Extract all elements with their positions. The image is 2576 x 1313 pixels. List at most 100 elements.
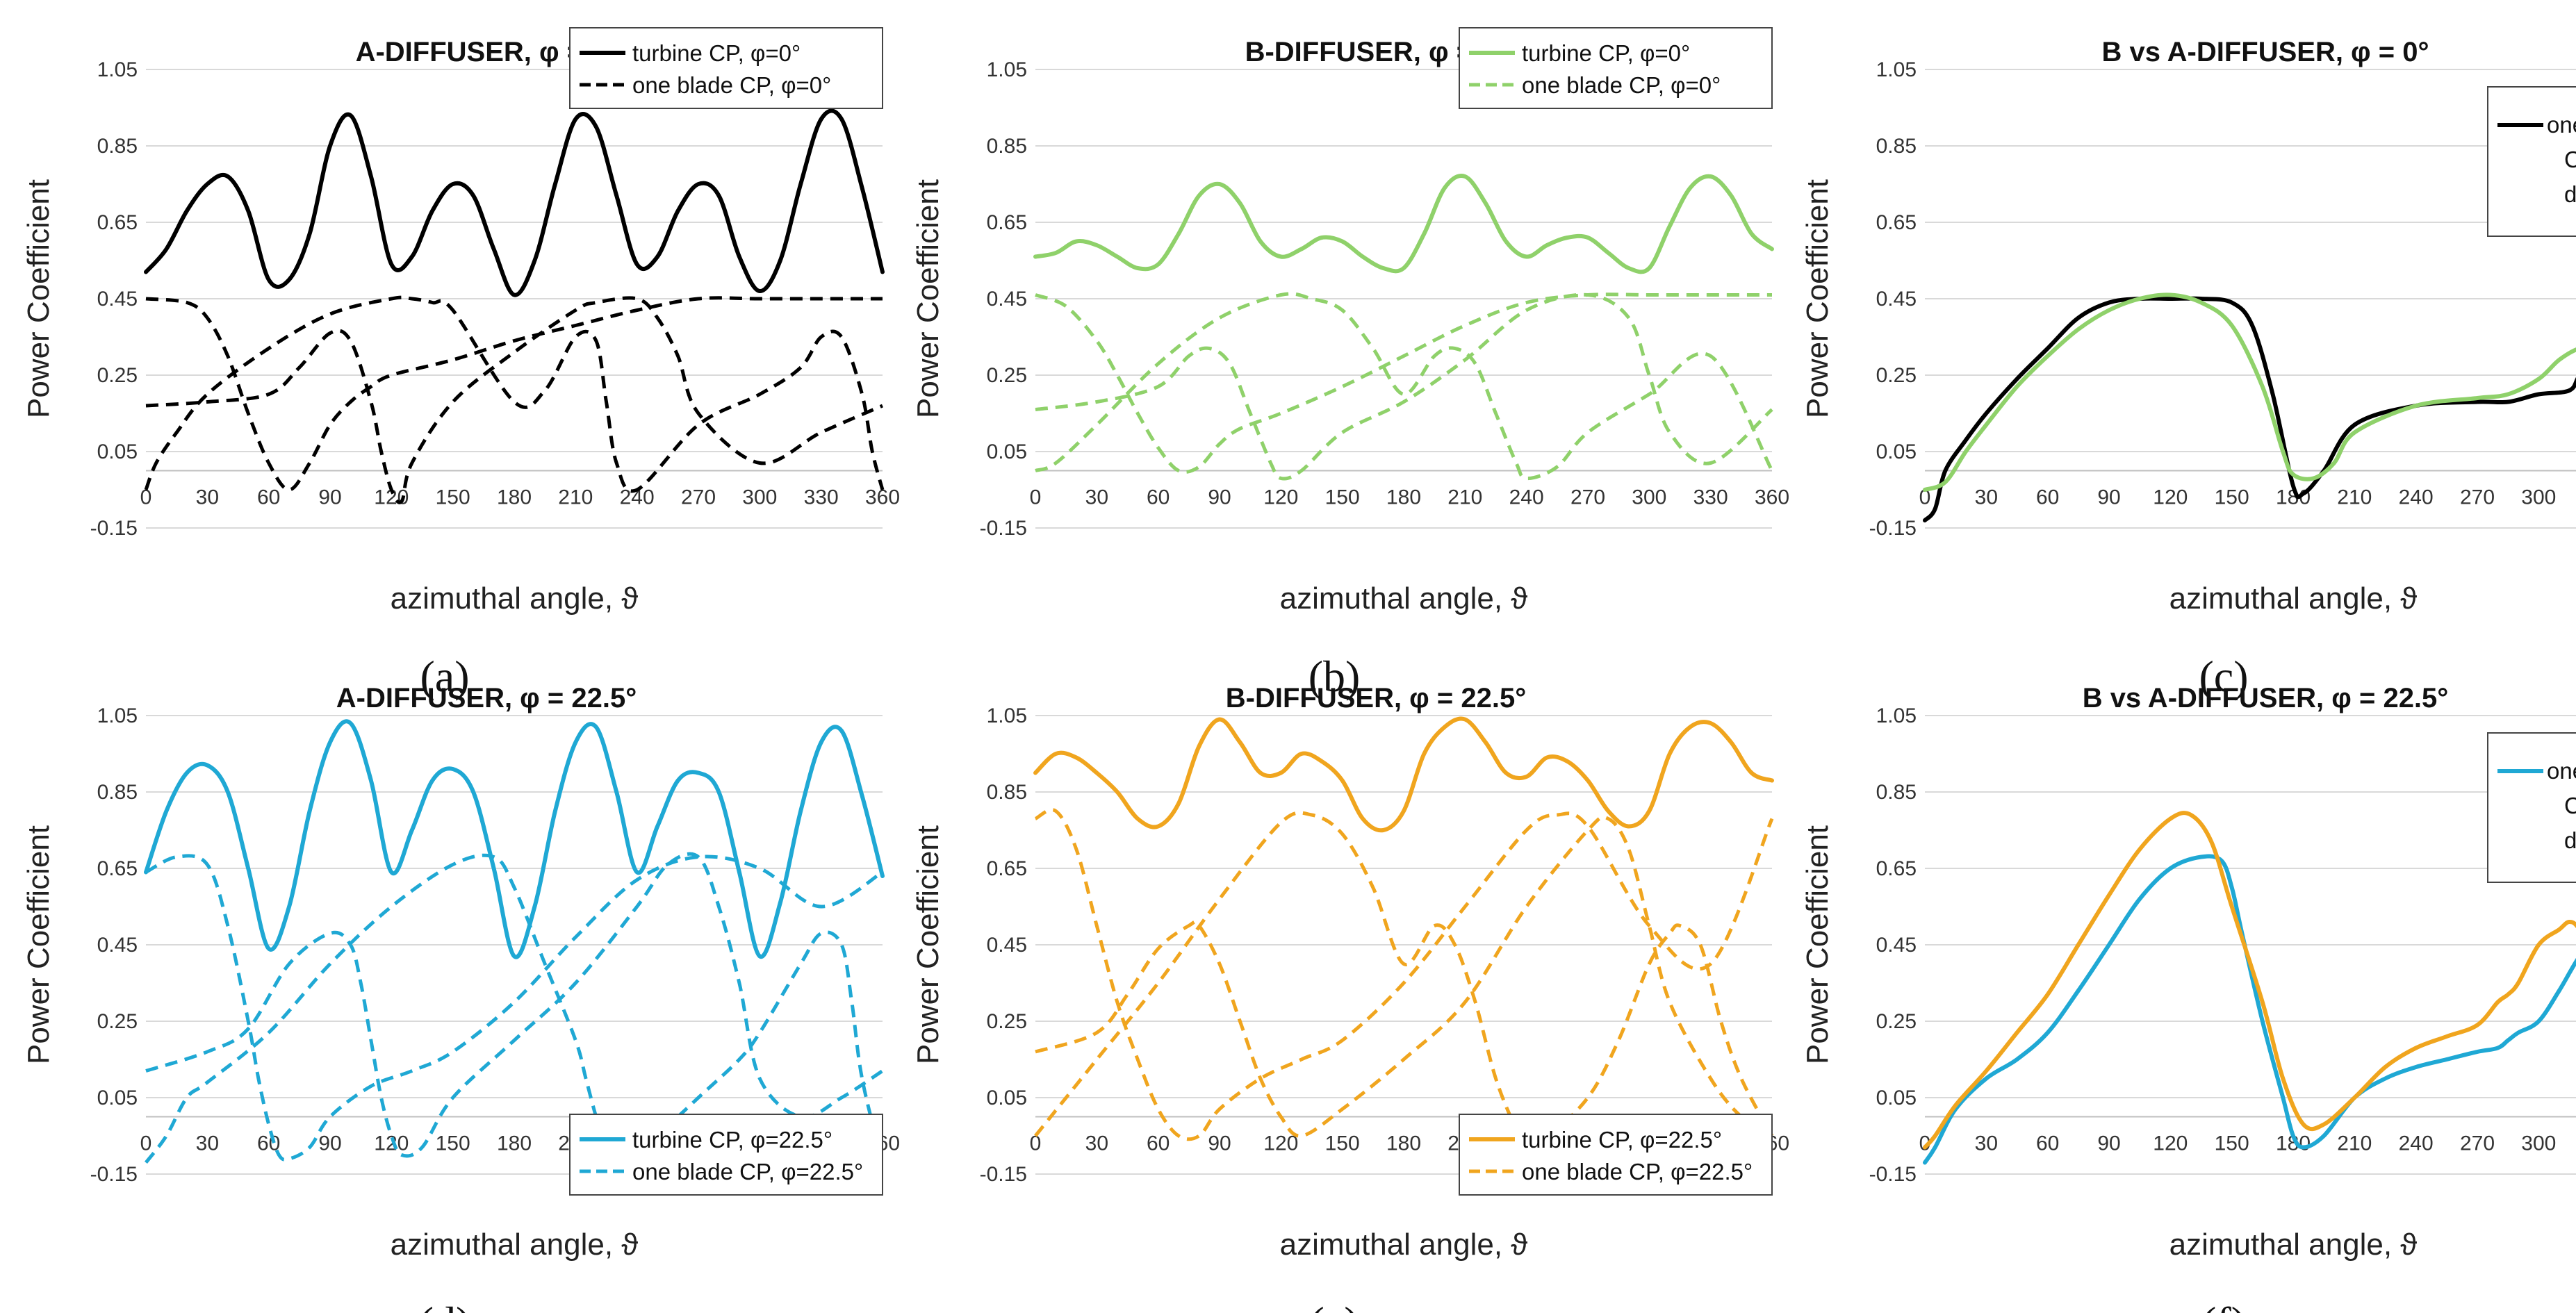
x-tick-label: 0	[140, 486, 152, 509]
y-axis-label: Power Coefficient	[911, 179, 945, 418]
y-tick-label: 1.05	[1876, 704, 1917, 727]
series-line-e-1	[1034, 808, 1774, 1141]
y-tick-label: 0.65	[97, 857, 138, 880]
y-tick-label: 0.85	[97, 135, 138, 158]
y-tick-label: 0.65	[97, 211, 138, 234]
chart-b: -0.15 0.05 0.25 0.45 0.65 0.85 1.05 0 30 60 90 120 1…	[911, 27, 1789, 701]
legend-label: one blade CP, φ=22.5°	[1522, 1159, 1753, 1184]
chart-title: A-DIFFUSER, φ = 22.5°	[336, 683, 637, 713]
x-tick-label: 120	[1263, 486, 1298, 509]
series-line-c-0	[1923, 296, 2576, 522]
x-tick-label: 0	[1030, 1132, 1042, 1155]
series-line-a-3	[144, 295, 885, 493]
x-tick-label: 240	[2399, 1132, 2434, 1155]
series-line-e-2	[1035, 815, 1773, 1138]
x-axis-label: azimuthal angle, ϑ	[1280, 581, 1528, 616]
x-tick-label: 300	[1632, 486, 1666, 509]
x-axis-label: azimuthal angle, ϑ	[1280, 1228, 1528, 1262]
x-tick-label: 120	[2153, 486, 2188, 509]
chart-e: -0.15 0.05 0.25 0.45 0.65 0.85 1.05 0 30 60 90 120 1…	[911, 683, 1789, 1313]
panel-caption: (c)	[2199, 652, 2248, 701]
y-tick-label: 0.85	[987, 781, 1027, 804]
y-tick-label: -0.15	[980, 1163, 1027, 1186]
x-tick-label: 150	[2215, 486, 2249, 509]
x-tick-label: 300	[2521, 1132, 2556, 1155]
series-line-a-0	[144, 108, 885, 297]
x-tick-label: 360	[1755, 486, 1789, 509]
y-axis-label: Power Coefficient	[1800, 179, 1835, 418]
legend: turbine CP, φ=0° one blade CP, φ=0°	[1459, 27, 1773, 109]
y-tick-label: 0.85	[1876, 135, 1917, 158]
x-tick-label: 60	[2036, 1132, 2059, 1155]
series-line-a-1	[145, 296, 883, 492]
legend-label: one blade	[2547, 758, 2576, 784]
legend-box	[2487, 732, 2576, 883]
legend: turbine CP, φ=22.5° one blade CP, φ=22.5°	[569, 1114, 883, 1196]
y-tick-label: 1.05	[97, 704, 138, 727]
x-tick-label: 180	[497, 486, 532, 509]
legend-label: turbine CP, φ=0°	[1522, 40, 1690, 66]
y-tick-label: 0.05	[97, 440, 138, 463]
y-tick-label: 0.85	[1876, 781, 1917, 804]
series-line-f-0	[1923, 854, 2576, 1165]
x-axis-label: azimuthal angle, ϑ	[2169, 581, 2418, 616]
y-tick-label: 0.25	[1876, 1010, 1917, 1033]
legend-label: one blade CP, φ=22.5°	[632, 1159, 863, 1184]
legend-label: turbine CP, φ=22.5°	[1522, 1127, 1722, 1153]
series-line-e-3	[1034, 811, 1774, 1141]
y-tick-label: 0.05	[97, 1087, 138, 1109]
x-tick-label: 240	[2399, 486, 2434, 509]
series-line-d-2	[145, 852, 884, 1158]
x-tick-label: 150	[2215, 1132, 2249, 1155]
x-tick-label: 150	[1325, 486, 1360, 509]
series-line-b-3	[1035, 292, 1774, 481]
panel-caption: (d)	[419, 1298, 471, 1313]
x-tick-label: 60	[1147, 486, 1170, 509]
y-tick-label: 0.05	[1876, 440, 1917, 463]
series-line-e-0	[1033, 716, 1774, 833]
x-tick-label: 90	[1208, 1132, 1231, 1155]
chart-c: -0.15 0.05 0.25 0.45 0.65 0.85 1.05 0 30 60 90 120 1…	[1800, 37, 2576, 701]
y-tick-label: 1.05	[987, 58, 1027, 81]
chart-title: B vs A-DIFFUSER, φ = 22.5°	[2083, 683, 2449, 713]
y-tick-label: -0.15	[90, 1163, 138, 1186]
x-tick-label: 120	[374, 1132, 409, 1155]
chart-a: -0.150.050.250.450.650.851.050 30 60 90 120 1…	[22, 27, 900, 701]
y-tick-label: 0.45	[1876, 288, 1917, 311]
y-tick-label: 0.45	[987, 934, 1027, 957]
x-tick-label: 30	[1085, 1132, 1108, 1155]
y-tick-label: 1.05	[1876, 58, 1917, 81]
y-tick-label: 1.05	[97, 58, 138, 81]
y-tick-label: 0.65	[1876, 857, 1917, 880]
legend-label: one blade CP, φ=0°	[632, 72, 831, 98]
y-tick-label: 0.45	[1876, 934, 1917, 957]
y-tick-label: 0.05	[987, 1087, 1027, 1109]
x-tick-label: 180	[1386, 1132, 1421, 1155]
x-tick-label: 30	[196, 486, 219, 509]
legend-label: one blade CP, φ=0°	[1522, 72, 1721, 98]
legend-label: diffuser	[2564, 181, 2576, 207]
x-tick-label: 270	[2460, 486, 2495, 509]
x-tick-label: 330	[1693, 486, 1728, 509]
x-tick-label: 180	[1386, 486, 1421, 509]
legend-label: one blade	[2547, 112, 2576, 138]
y-tick-label: 0.25	[1876, 364, 1917, 387]
series-line-b-2	[1035, 292, 1773, 481]
x-tick-label: 90	[2097, 486, 2120, 509]
y-axis-label: Power Coefficient	[911, 825, 945, 1064]
y-tick-label: -0.15	[90, 517, 138, 540]
legend-box	[2487, 86, 2576, 237]
x-tick-label: 0	[1919, 486, 1931, 509]
y-tick-label: 0.25	[987, 1010, 1027, 1033]
y-tick-label: 0.85	[97, 781, 138, 804]
x-tick-label: 270	[2460, 1132, 2495, 1155]
x-tick-label: 150	[1325, 1132, 1360, 1155]
series-line-b-0	[1033, 174, 1774, 274]
series-line-b-1	[1035, 292, 1772, 474]
x-tick-label: 240	[1509, 486, 1544, 509]
legend: one blade CP, A-diffuser	[2487, 86, 2576, 237]
y-tick-label: 0.65	[987, 857, 1027, 880]
y-tick-label: 0.05	[987, 440, 1027, 463]
x-tick-label: 90	[318, 1132, 341, 1155]
